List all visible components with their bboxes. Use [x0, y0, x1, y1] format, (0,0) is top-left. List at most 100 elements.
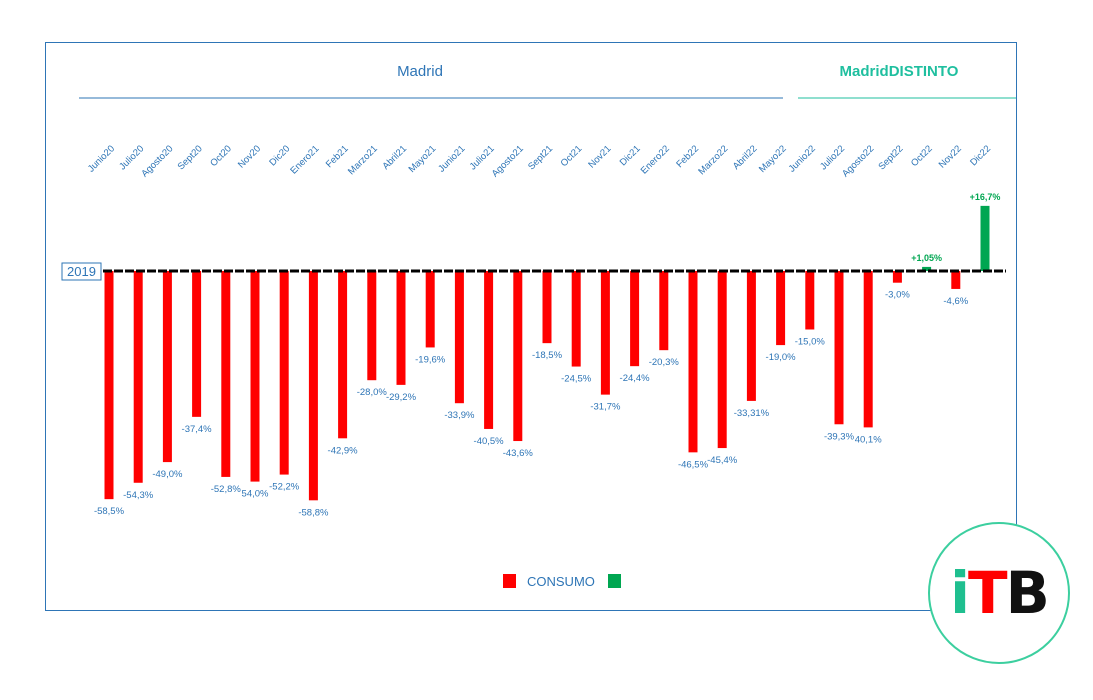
month-label: Enero22 [639, 143, 672, 176]
bar [776, 271, 786, 346]
value-label: -33,9% [444, 410, 475, 421]
value-label: -33,31% [734, 408, 770, 419]
value-label: -39,3% [824, 431, 855, 442]
value-label: -18,5% [532, 350, 563, 361]
bar [659, 271, 669, 351]
value-label: -54,3% [123, 490, 154, 501]
bar [279, 271, 289, 475]
bar [630, 271, 640, 367]
bar [863, 271, 873, 428]
logo-letter-t: T [968, 559, 1008, 627]
legend-swatch-green [608, 574, 621, 588]
value-label: -19,6% [415, 354, 446, 365]
bar [396, 271, 406, 385]
bar [133, 271, 143, 483]
month-label: Sept20 [176, 143, 205, 172]
section-title-madrid: Madrid [397, 63, 443, 80]
value-label: -45,4% [707, 455, 738, 466]
month-label: Abril22 [731, 143, 760, 172]
bar [571, 271, 581, 367]
month-label: Feb21 [324, 143, 351, 170]
month-label: Marzo21 [346, 143, 380, 177]
section-title-madrid-distinto: MadridDISTINTO [840, 63, 959, 80]
month-label: Agosto21 [490, 143, 526, 179]
bar [980, 205, 990, 271]
bar [192, 271, 202, 417]
value-label: -58,8% [298, 507, 329, 518]
logo-letter-i: i [950, 559, 970, 627]
value-label: +1,05% [911, 253, 942, 263]
value-label: -3,0% [885, 290, 910, 301]
value-label: -28,0% [357, 387, 388, 398]
bar [717, 271, 727, 449]
bar [688, 271, 698, 453]
bar [338, 271, 348, 439]
value-label: -46,5% [678, 459, 709, 470]
bar [892, 271, 902, 283]
bar [250, 271, 260, 482]
bar [834, 271, 844, 425]
legend-label-consumo: CONSUMO [527, 574, 595, 589]
month-label: Oct21 [559, 143, 585, 169]
value-label: -24,4% [620, 373, 651, 384]
month-label: Oct20 [208, 143, 234, 169]
value-label: -20,3% [649, 357, 680, 368]
month-label: Oct22 [909, 143, 935, 169]
bar [367, 271, 377, 381]
bar [922, 266, 932, 271]
logo-letter-b: B [1005, 559, 1050, 627]
month-label: Nov21 [586, 143, 613, 170]
value-label: -52,8% [211, 484, 242, 495]
value-label: -49,0% [152, 469, 183, 480]
value-label: -15,0% [795, 337, 826, 348]
bar [454, 271, 464, 404]
bar [600, 271, 610, 395]
month-label: Mayo21 [407, 143, 439, 175]
bar [162, 271, 172, 463]
month-label: Marzo22 [696, 143, 730, 177]
chart-frame: Madrid MadridDISTINTO Junio20 Julio20 Agosto… [45, 42, 1017, 611]
month-label: Sept22 [876, 143, 905, 172]
bar [425, 271, 435, 348]
month-label: Feb22 [674, 143, 701, 170]
month-label: Dic20 [267, 143, 292, 168]
value-label: -37,4% [182, 424, 213, 435]
value-label: -4,6% [943, 296, 968, 307]
value-label: -58,5% [94, 506, 125, 517]
month-label: Dic22 [968, 143, 993, 168]
bar [484, 271, 494, 429]
month-label: Junio20 [86, 143, 117, 174]
month-label: Mayo22 [757, 143, 789, 175]
baseline-label: 2019 [67, 264, 96, 279]
month-label: Junio22 [787, 143, 818, 174]
month-label: Nov20 [236, 143, 263, 170]
bar [221, 271, 231, 477]
month-label: Enero21 [288, 143, 321, 176]
value-label: -42,9% [328, 445, 359, 456]
value-label: -43,6% [503, 448, 534, 459]
legend-swatch-consumo [503, 574, 516, 588]
month-label: Sept21 [526, 143, 555, 172]
month-label: Agosto22 [840, 143, 876, 179]
month-label: Dic21 [618, 143, 643, 168]
value-label: -24,5% [561, 374, 592, 385]
value-label: -31,7% [590, 402, 621, 413]
month-label: Junio21 [436, 143, 467, 174]
value-label: +16,7% [970, 192, 1001, 202]
bar [951, 271, 961, 289]
bar [104, 271, 114, 500]
month-label: Abril21 [380, 143, 409, 172]
value-label: -29,2% [386, 392, 417, 403]
value-label: -52,2% [269, 482, 300, 493]
value-label: -19,0% [766, 352, 797, 363]
bar [308, 271, 318, 501]
bar [805, 271, 815, 330]
value-label: -40,5% [474, 436, 505, 447]
month-label: Agosto20 [139, 143, 175, 179]
value-label: 40,1% [855, 434, 882, 445]
baseline-label-box [61, 262, 102, 281]
bar [542, 271, 552, 344]
